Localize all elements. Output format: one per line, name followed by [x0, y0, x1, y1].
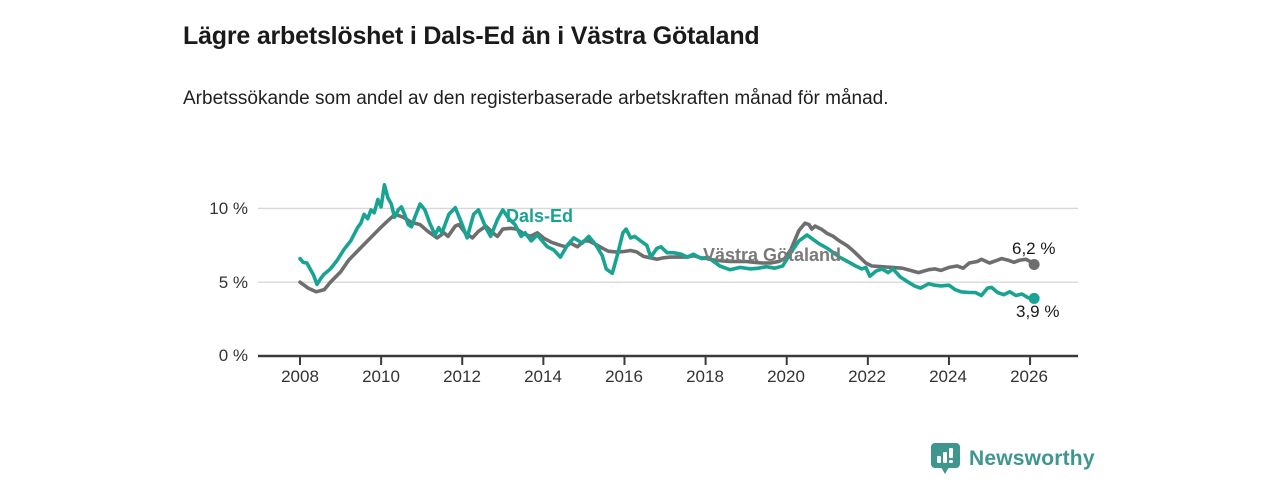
page-subtitle: Arbetssökande som andel av den registerb… [183, 88, 889, 109]
series-line-dals-ed [298, 183, 1036, 301]
x-tick-2020: 2020 [767, 367, 805, 386]
x-tick-2016: 2016 [605, 367, 643, 386]
y-tick-0: 0 % [218, 346, 248, 365]
newsworthy-logo-icon [931, 443, 960, 474]
y-tick-5: 5 % [218, 273, 248, 292]
series-label-dals-ed: Dals-Ed [506, 206, 574, 226]
x-tick-2024: 2024 [929, 367, 967, 386]
series-end-dot-v-stra-g-taland [1028, 258, 1040, 270]
x-tick-2010: 2010 [362, 367, 400, 386]
series-line-v-stra-g-taland [298, 212, 1036, 294]
brand-footer: Newsworthy [930, 441, 1095, 477]
x-tick-2026: 2026 [1010, 367, 1048, 386]
x-tick-2008: 2008 [281, 367, 319, 386]
x-tick-2012: 2012 [443, 367, 481, 386]
series-end-dot-dals-ed [1028, 292, 1040, 304]
series-label-vastra-gotaland: Västra Götaland [703, 245, 842, 265]
y-tick-10: 10 % [209, 199, 248, 218]
brand-name: Newsworthy [969, 447, 1095, 470]
end-value-dals-ed: 3,9 % [1016, 302, 1060, 321]
x-tick-2022: 2022 [848, 367, 886, 386]
x-tick-2018: 2018 [686, 367, 724, 386]
x-tick-2014: 2014 [524, 367, 562, 386]
end-value-vastra-gotaland: 6,2 % [1012, 239, 1056, 258]
page-title: Lägre arbetslöshet i Dals-Ed än i Västra… [183, 21, 760, 50]
